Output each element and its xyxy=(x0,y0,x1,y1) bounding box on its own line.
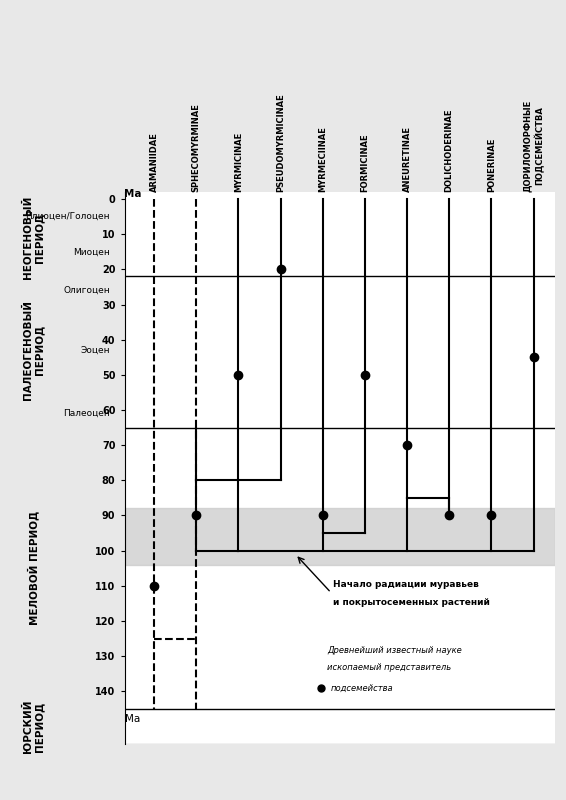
Text: SPHECOMYRMINAE: SPHECOMYRMINAE xyxy=(192,103,201,192)
Text: ЮРСКИЙ
ПЕРИОД: ЮРСКИЙ ПЕРИОД xyxy=(23,700,45,753)
Text: PONERINAE: PONERINAE xyxy=(487,138,496,192)
Text: Эоцен: Эоцен xyxy=(80,346,110,354)
Text: ПАЛЕОГЕНОВЫЙ
ПЕРИОД: ПАЛЕОГЕНОВЫЙ ПЕРИОД xyxy=(23,300,45,400)
Text: МЕЛОВОЙ ПЕРИОД: МЕЛОВОЙ ПЕРИОД xyxy=(28,511,40,626)
Text: ANEURETINAE: ANEURETINAE xyxy=(402,126,411,192)
Text: Миоцен: Миоцен xyxy=(73,247,110,256)
Text: Плиоцен/Голоцен: Плиоцен/Голоцен xyxy=(25,212,110,221)
Text: Мa: Мa xyxy=(125,714,140,724)
Text: подсемейства: подсемейства xyxy=(331,684,394,694)
Text: Древнейший известный науке: Древнейший известный науке xyxy=(327,646,462,654)
Text: DOLICHODERINAE: DOLICHODERINAE xyxy=(445,109,454,192)
Text: ископаемый представитель: ископаемый представитель xyxy=(327,663,451,672)
Text: PSEUDOMYRMICINAE: PSEUDOMYRMICINAE xyxy=(276,94,285,192)
Text: FORMICINAE: FORMICINAE xyxy=(361,134,370,192)
Text: ARMANIIDAE: ARMANIIDAE xyxy=(149,132,158,192)
Text: Палеоцен: Палеоцен xyxy=(63,409,110,418)
Text: Олигоцен: Олигоцен xyxy=(63,286,110,295)
Text: Начало радиации муравьев: Начало радиации муравьев xyxy=(333,580,479,590)
Text: Мa: Мa xyxy=(124,189,142,198)
Text: ДОРИЛОМОРФНЫЕ
ПОДСЕМЕЙСТВА: ДОРИЛОМОРФНЫЕ ПОДСЕМЕЙСТВА xyxy=(523,100,544,192)
Text: MYRMICINAE: MYRMICINAE xyxy=(234,132,243,192)
Text: MYRMECIINAE: MYRMECIINAE xyxy=(318,126,327,192)
Text: и покрытосеменных растений: и покрытосеменных растений xyxy=(333,598,490,607)
Bar xyxy=(125,509,555,565)
Text: НЕОГЕНОВЫЙ
ПЕРИОД: НЕОГЕНОВЫЙ ПЕРИОД xyxy=(23,196,45,279)
